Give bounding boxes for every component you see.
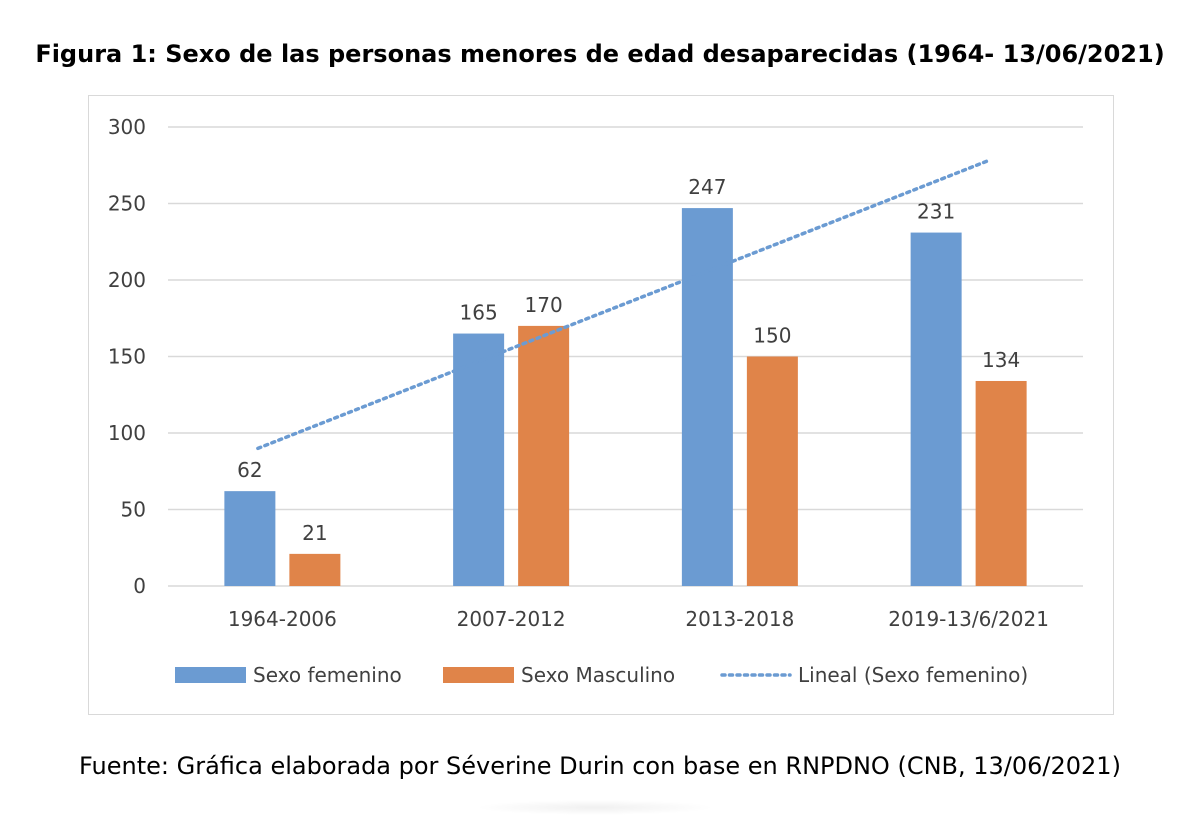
x-tick-label: 2019-13/6/2021 <box>888 607 1049 631</box>
x-tick-label: 2013-2018 <box>685 607 794 631</box>
y-tick-label: 250 <box>108 192 146 216</box>
figure-title: Figura 1: Sexo de las personas menores d… <box>35 40 1165 68</box>
bar-masculino <box>518 325 570 586</box>
bar-femenino <box>453 333 505 586</box>
y-tick-label: 50 <box>121 498 146 522</box>
data-label: 62 <box>237 458 262 482</box>
legend-swatch-femenino <box>175 667 246 683</box>
data-label: 21 <box>302 521 327 545</box>
bar-femenino <box>224 491 276 586</box>
y-tick-label: 300 <box>108 115 146 139</box>
y-tick-label: 150 <box>108 345 146 369</box>
legend-label: Lineal (Sexo femenino) <box>798 663 1028 687</box>
legend-swatch-masculino <box>443 667 514 683</box>
legend-label: Sexo femenino <box>253 663 402 687</box>
source-caption: Fuente: Gráfica elaborada por Séverine D… <box>79 752 1121 780</box>
x-tick-label: 2007-2012 <box>457 607 566 631</box>
data-label: 247 <box>688 175 726 199</box>
bar-masculino <box>289 553 341 586</box>
trendline <box>256 158 990 451</box>
x-tick-label: 1964-2006 <box>228 607 337 631</box>
y-tick-label: 0 <box>133 574 146 598</box>
data-label: 165 <box>460 301 498 325</box>
bar-femenino <box>910 232 962 586</box>
data-label: 231 <box>917 200 955 224</box>
data-label: 170 <box>525 293 563 317</box>
bar-masculino <box>746 356 798 586</box>
y-tick-label: 100 <box>108 421 146 445</box>
page-shadow <box>475 800 715 815</box>
data-label: 150 <box>753 324 791 348</box>
y-tick-label: 200 <box>108 268 146 292</box>
bar-masculino <box>975 380 1027 586</box>
data-label: 134 <box>982 348 1020 372</box>
legend-label: Sexo Masculino <box>521 663 675 687</box>
